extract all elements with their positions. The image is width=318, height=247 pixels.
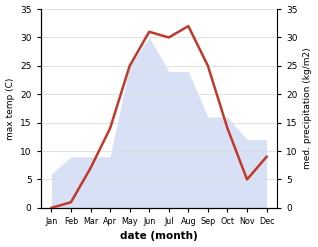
X-axis label: date (month): date (month) [120, 231, 198, 242]
Y-axis label: med. precipitation (kg/m2): med. precipitation (kg/m2) [303, 48, 313, 169]
Y-axis label: max temp (C): max temp (C) [5, 77, 15, 140]
